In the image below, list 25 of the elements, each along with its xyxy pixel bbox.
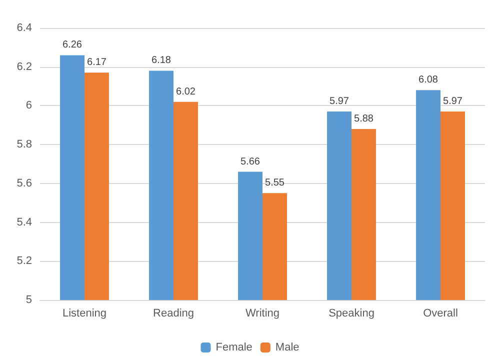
data-label: 5.55 — [265, 178, 285, 189]
y-tick-label: 5.2 — [16, 255, 32, 268]
data-label: 6.18 — [152, 55, 172, 66]
legend-label: Male — [275, 342, 300, 354]
x-tick-label: Overall — [423, 308, 458, 320]
data-label: 6.02 — [176, 86, 196, 98]
y-tick-label: 5.6 — [16, 177, 32, 190]
x-tick-label: Listening — [62, 308, 107, 320]
data-label: 5.97 — [443, 96, 463, 108]
data-label: 5.88 — [354, 114, 374, 125]
y-tick-label: 5.4 — [16, 216, 32, 228]
y-tick-label: 6 — [26, 100, 32, 112]
data-label: 6.17 — [87, 57, 107, 68]
data-label: 6.26 — [62, 40, 82, 51]
data-label: 5.97 — [330, 96, 350, 108]
legend-label: Female — [216, 342, 252, 354]
y-tick-label: 5 — [26, 294, 32, 306]
y-tick-label: 6.2 — [16, 60, 32, 73]
y-tick-label: 5.8 — [16, 138, 32, 151]
data-label: 5.66 — [240, 156, 260, 168]
x-tick-label: Speaking — [328, 308, 374, 320]
x-tick-label: Reading — [153, 308, 194, 320]
y-tick-label: 6.4 — [16, 22, 32, 34]
data-label: 6.08 — [418, 74, 438, 86]
x-tick-label: Writing — [245, 308, 280, 320]
